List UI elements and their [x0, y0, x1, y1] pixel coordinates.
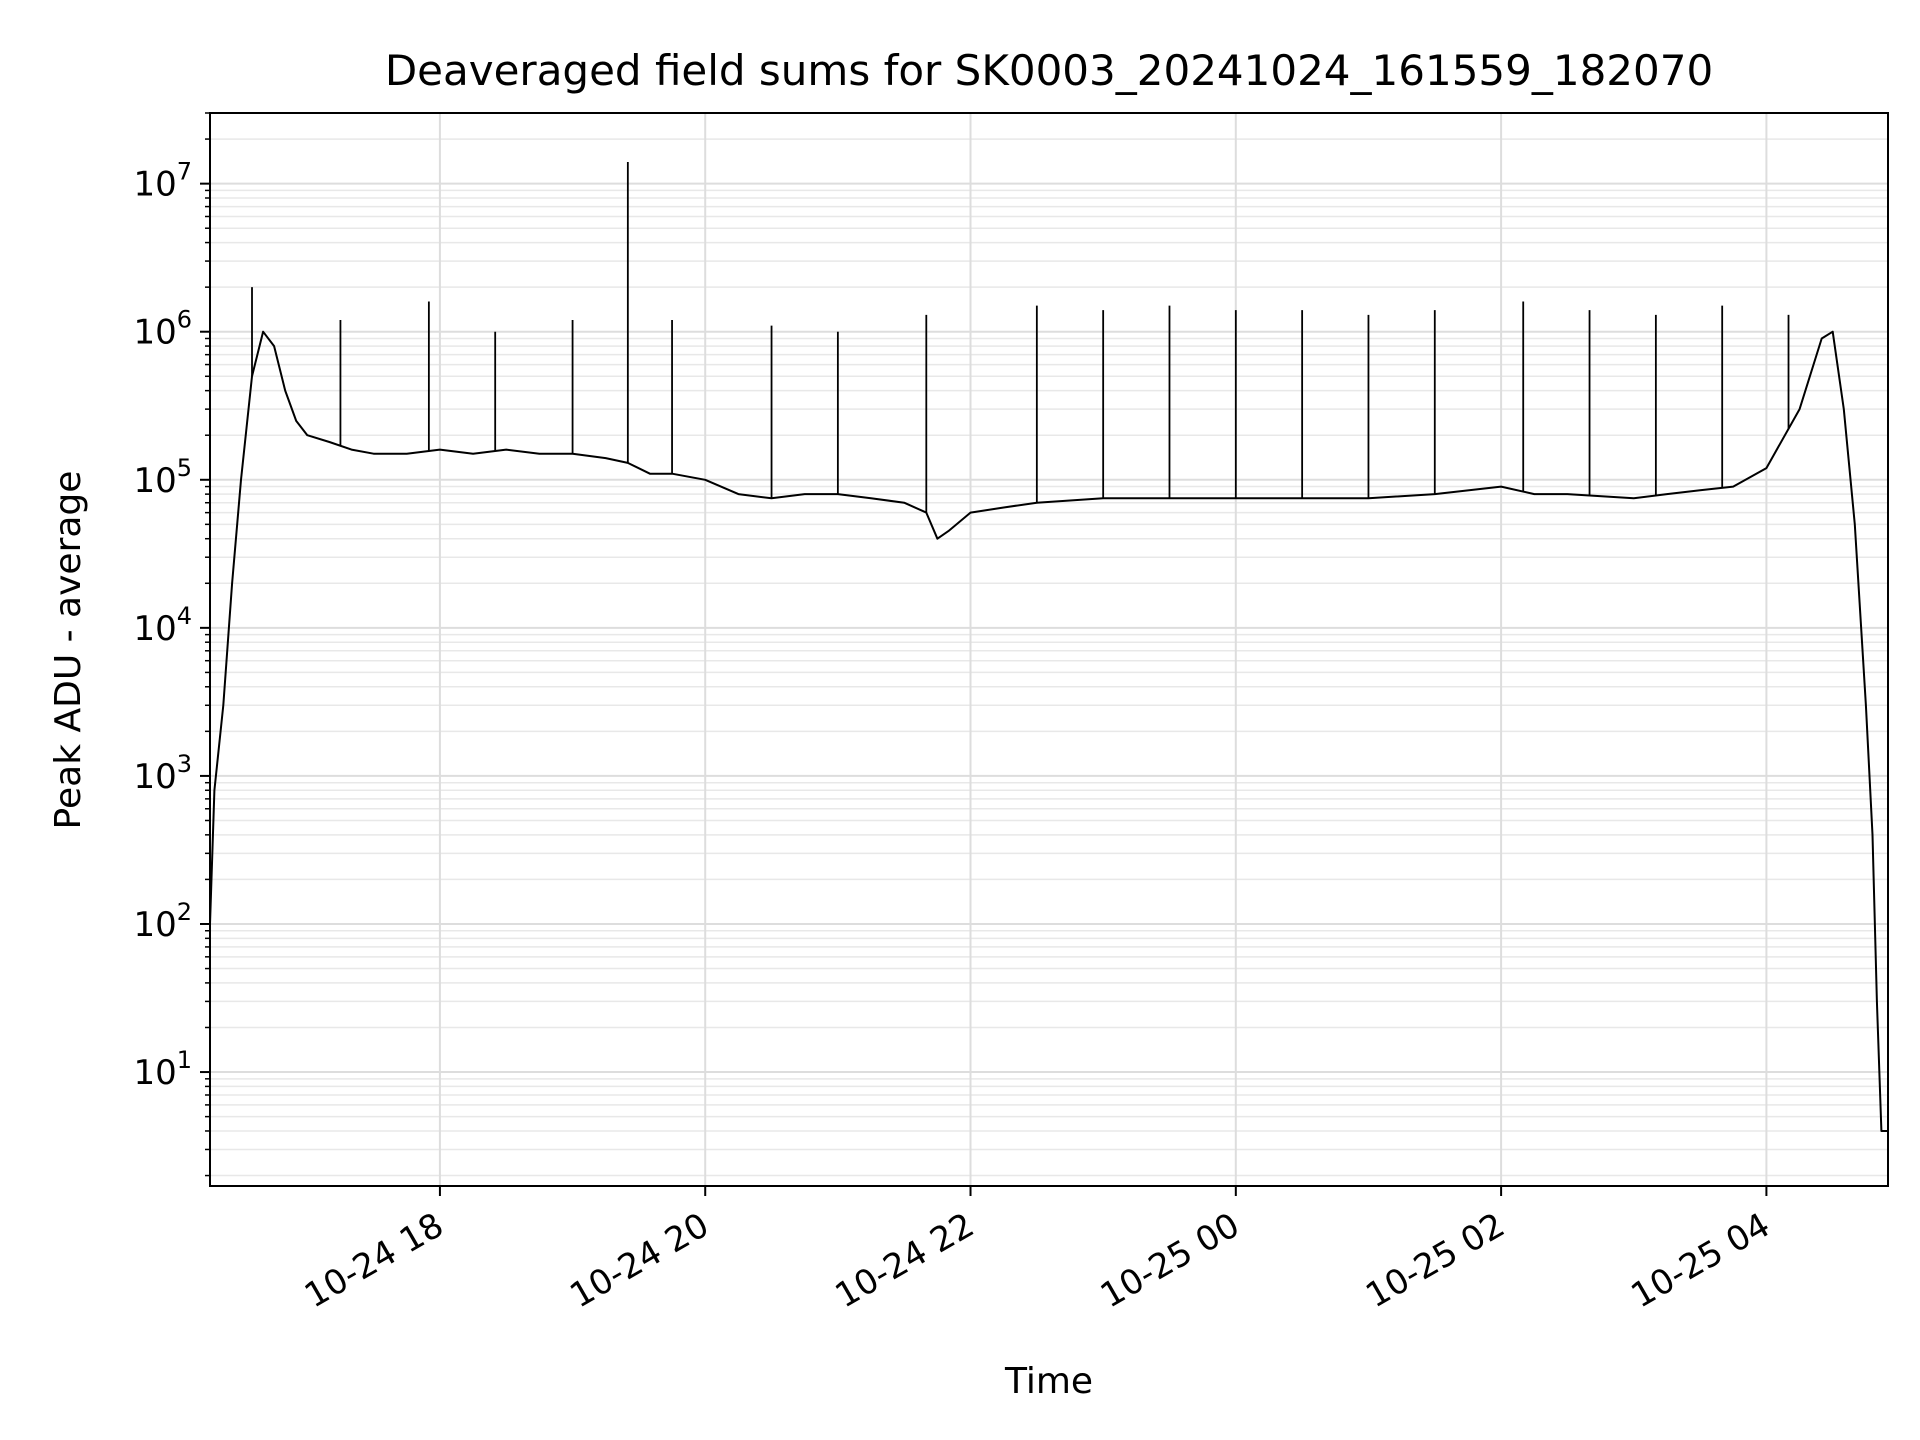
- y-tick-label: 101: [133, 1046, 192, 1093]
- y-tick-label: 105: [133, 454, 192, 501]
- series-line: [209, 330, 1888, 1132]
- y-tick-label: 107: [133, 158, 192, 205]
- y-tick-label: 106: [133, 306, 192, 353]
- y-tick-label: 104: [133, 602, 192, 649]
- y-axis-label: Peak ADU - average: [48, 471, 89, 830]
- plot-frame: [209, 112, 1889, 1187]
- y-tick-label: 103: [133, 750, 192, 797]
- chart-title: Deaveraged field sums for SK0003_2024102…: [385, 46, 1713, 95]
- y-axis: 101 102 103 104 105 106 107: [133, 112, 210, 1177]
- x-axis-label: Time: [1004, 1361, 1093, 1402]
- plot-area: [209, 162, 1888, 1132]
- y-tick-label: 102: [133, 898, 192, 945]
